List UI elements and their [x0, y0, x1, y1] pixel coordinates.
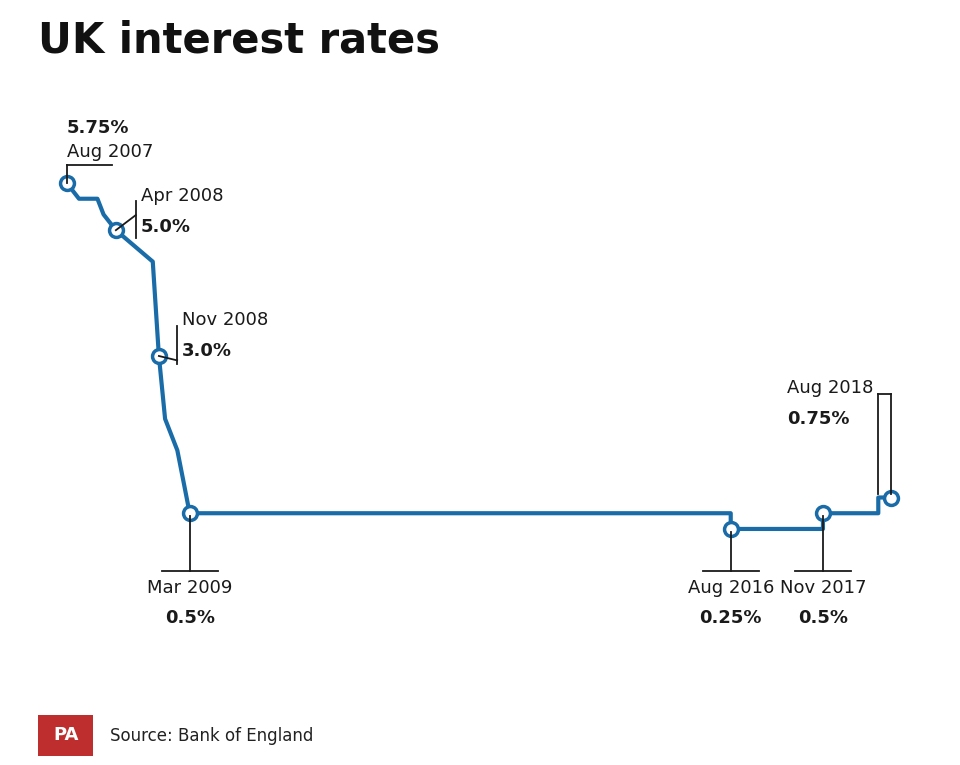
- Text: 0.25%: 0.25%: [700, 609, 762, 627]
- Text: 0.5%: 0.5%: [165, 609, 215, 627]
- Text: 5.75%: 5.75%: [66, 119, 130, 137]
- Text: 0.5%: 0.5%: [798, 609, 848, 627]
- Text: PA: PA: [53, 726, 79, 744]
- Text: Source: Bank of England: Source: Bank of England: [110, 727, 314, 745]
- Text: Nov 2008: Nov 2008: [182, 311, 269, 329]
- Text: 0.75%: 0.75%: [787, 410, 850, 428]
- Text: 3.0%: 3.0%: [182, 343, 232, 360]
- Text: UK interest rates: UK interest rates: [38, 19, 441, 61]
- Text: 5.0%: 5.0%: [141, 219, 191, 236]
- Text: Aug 2018: Aug 2018: [787, 379, 874, 397]
- Text: Aug 2016: Aug 2016: [687, 578, 774, 597]
- Text: Apr 2008: Apr 2008: [141, 187, 224, 205]
- Text: Mar 2009: Mar 2009: [147, 578, 232, 597]
- Text: Aug 2007: Aug 2007: [66, 143, 153, 161]
- Text: Nov 2017: Nov 2017: [780, 578, 866, 597]
